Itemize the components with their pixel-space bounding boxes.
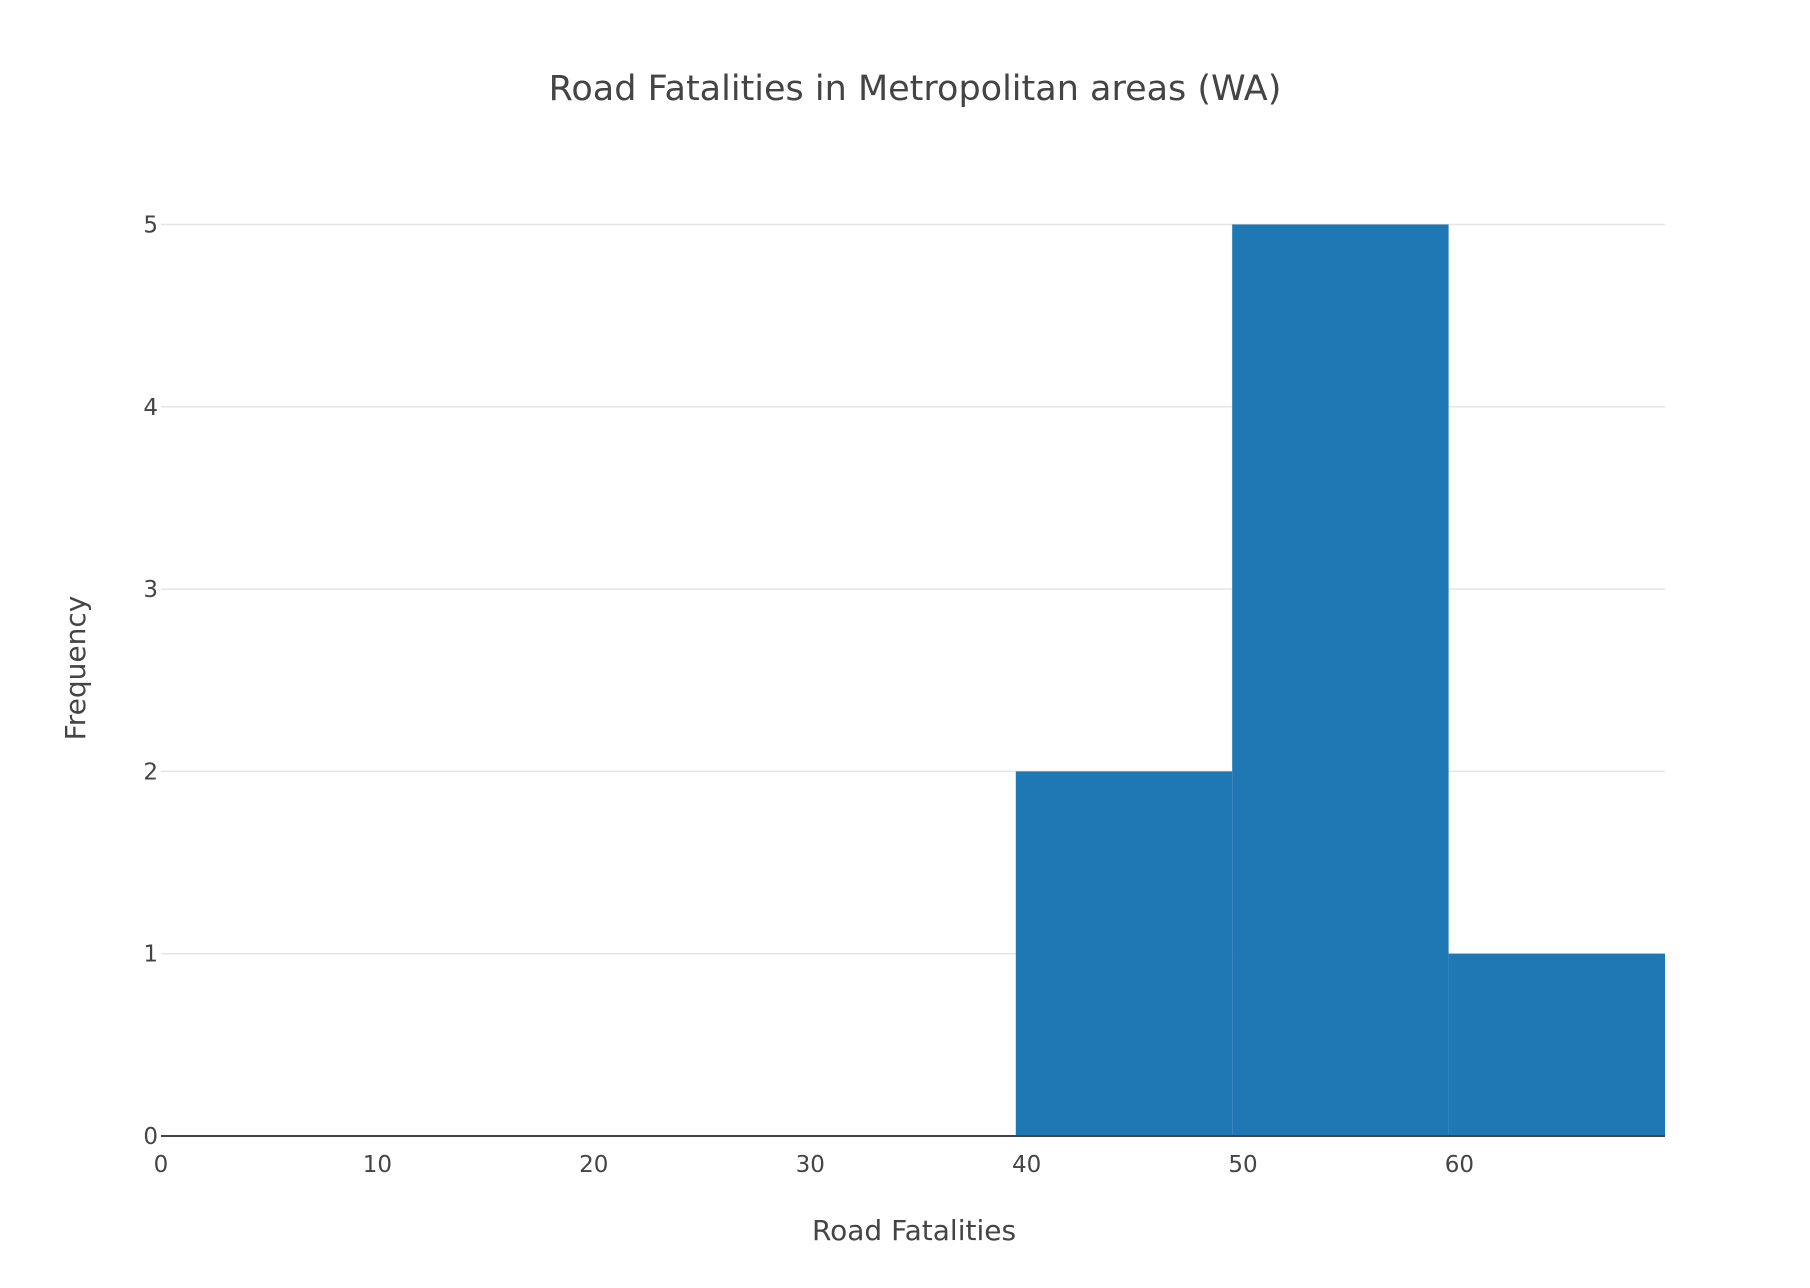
x-tick-label-2: 20: [579, 1152, 608, 1178]
x-axis-title: Road Fatalities: [812, 1214, 1016, 1247]
y-tick-label-0: 0: [143, 1124, 158, 1150]
bars: [1015, 224, 1665, 1136]
x-tick-label-1: 10: [363, 1152, 392, 1178]
y-tick-label-2: 2: [143, 759, 158, 785]
histogram-bar-1: [1232, 224, 1449, 1136]
x-tick-label-0: 0: [154, 1152, 169, 1178]
y-tick-label-5: 5: [143, 212, 158, 238]
y-axis-title: Frequency: [59, 596, 92, 741]
histogram-bar-2: [1448, 953, 1665, 1136]
x-tick-labels: 0 10 20 30 40 50 60: [154, 1152, 1474, 1178]
x-tick-label-4: 40: [1012, 1152, 1041, 1178]
x-tick-label-5: 50: [1228, 1152, 1257, 1178]
y-tick-label-4: 4: [143, 395, 158, 421]
x-tick-label-3: 30: [796, 1152, 825, 1178]
y-tick-label-3: 3: [143, 577, 158, 603]
chart-title: Road Fatalities in Metropolitan areas (W…: [549, 69, 1282, 109]
y-tick-labels: 0 1 2 3 4 5: [143, 212, 158, 1150]
y-tick-label-1: 1: [143, 942, 158, 968]
x-tick-label-6: 60: [1445, 1152, 1474, 1178]
histogram-bar-0: [1015, 771, 1233, 1136]
